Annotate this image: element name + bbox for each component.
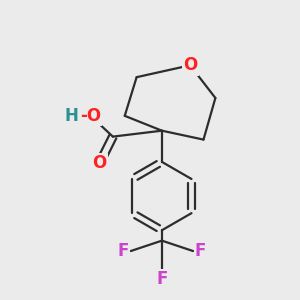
Text: F: F [118,242,129,260]
Text: H: H [64,107,78,125]
Text: O: O [183,56,197,74]
Text: F: F [195,242,206,260]
Text: O: O [92,154,106,172]
Text: -O: -O [80,107,101,125]
Text: F: F [156,270,168,288]
